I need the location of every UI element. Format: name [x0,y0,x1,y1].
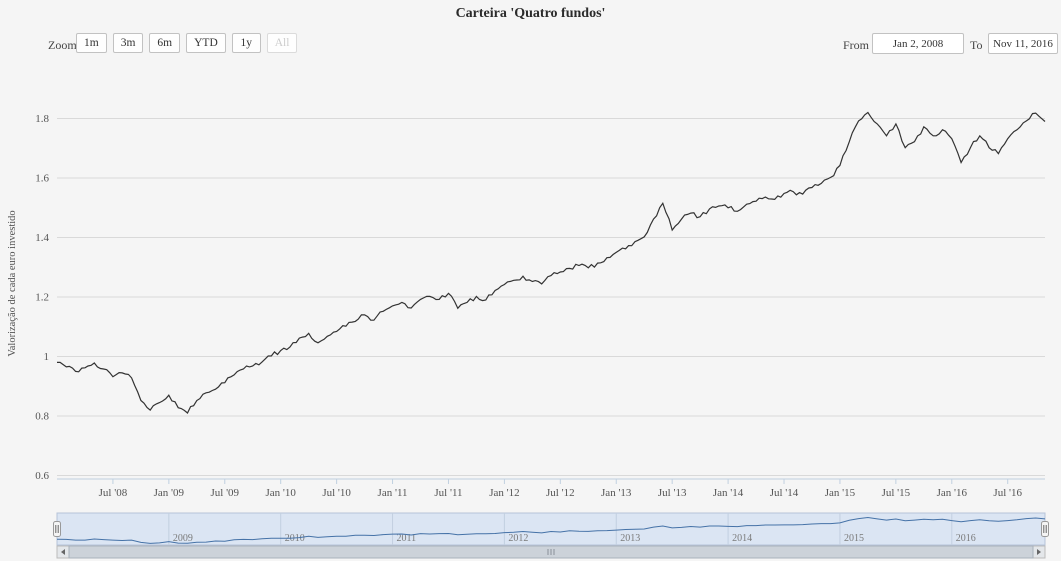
zoom-button-all: All [266,33,298,53]
navigator-year-label: 2016 [956,533,976,544]
scrollbar[interactable] [56,545,1046,559]
navigator-year-label: 2014 [732,533,752,544]
x-axis-labels: Jul '08 Jan '09 Jul '09 Jan '10 Jul '10 Jan '… [99,479,1022,499]
zoom-label: Zoom [48,38,77,52]
navigator-left-handle[interactable] [53,521,61,537]
navigator-selected-range[interactable] [56,512,1046,546]
to-label: To [970,38,983,52]
svg-text:Jul '09: Jul '09 [210,487,239,499]
svg-text:Jul '15: Jul '15 [882,487,911,499]
zoom-button-6m[interactable]: 6m [149,33,181,53]
svg-text:1.4: 1.4 [35,232,49,244]
y-gridlines [57,118,1045,476]
navigator-year-label: 2013 [620,533,640,544]
navigator-series-line [56,516,1046,544]
navigator-right-handle[interactable] [1041,521,1049,537]
svg-text:Jan '09: Jan '09 [154,487,185,499]
svg-text:Jul '12: Jul '12 [546,487,575,499]
svg-text:Jan '16: Jan '16 [937,487,968,499]
svg-text:0.8: 0.8 [35,411,49,423]
svg-text:Jan '14: Jan '14 [713,487,744,499]
svg-text:Jan '13: Jan '13 [601,487,632,499]
svg-text:1: 1 [44,351,50,363]
navigator-year-label: 2015 [844,533,864,544]
svg-text:1.8: 1.8 [35,113,49,125]
zoom-button-3m[interactable]: 3m [112,33,144,53]
svg-text:Jul '14: Jul '14 [770,487,799,499]
svg-text:0.6: 0.6 [35,470,49,482]
zoom-button-1y[interactable]: 1y [231,33,261,53]
to-date-input[interactable] [988,33,1058,54]
zoom-button-ytd[interactable]: YTD [186,33,226,53]
svg-text:1.2: 1.2 [35,292,49,304]
y-axis-labels: 0.6 0.8 1 1.2 1.4 1.6 1.8 [35,113,49,482]
navigator-year-label: 2011 [397,533,417,544]
from-label: From [843,38,870,52]
svg-text:Jan '11: Jan '11 [378,487,408,499]
svg-text:1.6: 1.6 [35,173,49,185]
svg-text:Jan '12: Jan '12 [489,487,519,499]
scrollbar-right-arrow-icon [1037,549,1041,555]
svg-text:Jul '08: Jul '08 [99,487,128,499]
scrollbar-right-button[interactable] [1032,545,1046,559]
series-line [57,111,1046,414]
from-date-input[interactable] [872,33,964,54]
navigator-year-label: 2009 [173,533,193,544]
svg-text:Jul '13: Jul '13 [658,487,687,499]
zoom-button-group: 1m 3m 6m YTD 1y All [76,33,303,53]
scrollbar-left-button[interactable] [56,545,70,559]
zoom-button-1m[interactable]: 1m [76,33,107,53]
svg-text:Jan '10: Jan '10 [265,487,296,499]
svg-text:Jul '16: Jul '16 [993,487,1022,499]
scrollbar-left-arrow-icon [61,549,65,555]
y-axis-title: Valorização de cada euro investido [7,210,18,356]
svg-text:Jul '11: Jul '11 [434,487,462,499]
navigator-year-label: 2010 [285,533,305,544]
svg-text:Jan '15: Jan '15 [825,487,856,499]
navigator-year-label: 2012 [508,533,528,544]
navigator[interactable]: 2009 2010 2011 2012 2013 2014 2015 2016 [53,512,1049,546]
svg-text:Jul '10: Jul '10 [322,487,351,499]
chart-title: Carteira 'Quatro fundos' [455,6,606,21]
